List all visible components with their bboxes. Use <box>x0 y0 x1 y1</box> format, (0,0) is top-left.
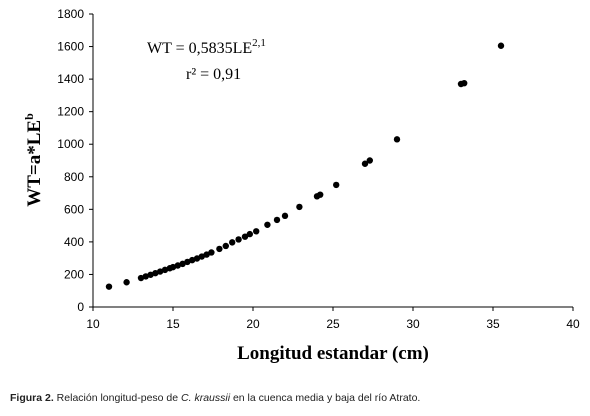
data-point <box>203 251 210 258</box>
y-tick-label: 600 <box>64 202 84 216</box>
y-tick-label: 1200 <box>57 105 84 119</box>
data-point <box>174 262 181 269</box>
caption-label: Figura 2. <box>10 392 54 404</box>
x-tick-label: 35 <box>486 317 500 331</box>
data-point <box>264 221 271 228</box>
data-point <box>169 263 177 271</box>
y-tick-label: 1000 <box>57 137 84 151</box>
data-point <box>235 236 242 243</box>
data-point <box>273 216 281 224</box>
caption-species: C. kraussii <box>181 392 231 404</box>
data-point <box>179 260 186 268</box>
y-tick-label: 0 <box>77 300 84 314</box>
data-point <box>497 42 505 49</box>
data-point <box>366 157 373 164</box>
scatter-chart: 0 200 400 600 800 1000 1200 1400 1600 1800 10 15 20… <box>22 7 580 364</box>
caption-text-before: Relación longitud-peso de <box>53 392 182 404</box>
equation-annotation: WT = 0,5835LE2,1 <box>147 37 266 57</box>
x-tick-label: 15 <box>166 317 180 331</box>
data-point <box>281 212 289 220</box>
y-tick-label: 1800 <box>57 7 84 21</box>
data-point <box>253 228 260 235</box>
data-point <box>246 230 253 238</box>
data-point <box>296 203 303 211</box>
y-tick-label: 1600 <box>57 40 84 54</box>
data-point <box>105 283 113 290</box>
data-point <box>189 256 196 264</box>
data-point <box>241 233 249 240</box>
x-axis-title: Longitud estandar (cm) <box>237 343 429 364</box>
data-point <box>393 136 401 143</box>
r-squared-annotation: r² = 0,91 <box>186 66 241 83</box>
data-point <box>461 79 468 87</box>
y-tick-label: 800 <box>64 170 84 184</box>
axes <box>92 14 573 308</box>
data-point <box>361 160 369 167</box>
y-tick-label: 400 <box>64 235 84 249</box>
data-point <box>208 249 215 256</box>
data-point <box>229 239 236 246</box>
x-tick-label: 25 <box>326 317 340 331</box>
data-point <box>137 274 145 282</box>
x-tick-label: 20 <box>246 317 260 331</box>
data-point <box>142 273 149 280</box>
y-ticks: 0 200 400 600 800 1000 1200 1400 1600 1800 <box>57 7 93 314</box>
data-point <box>216 245 223 253</box>
x-tick-label: 40 <box>566 317 580 331</box>
y-tick-label: 1400 <box>57 72 84 86</box>
y-axis-title: WT=a*LEb <box>22 113 45 207</box>
data-point <box>184 258 191 266</box>
data-point <box>152 269 159 277</box>
x-ticks: 10 15 20 25 30 35 40 <box>86 307 580 331</box>
data-point <box>317 191 324 198</box>
data-point <box>157 268 164 275</box>
data-point <box>193 255 201 262</box>
x-tick-label: 30 <box>406 317 420 331</box>
figure-caption: Figura 2. Relación longitud-peso de C. k… <box>10 392 585 404</box>
data-point <box>147 271 154 278</box>
data-point <box>161 266 169 274</box>
data-point <box>333 181 340 189</box>
caption-text-after: en la cuenca media y baja del río Atrato… <box>230 392 421 404</box>
data-point <box>222 242 229 250</box>
data-points <box>105 42 505 290</box>
x-tick-label: 10 <box>86 317 100 331</box>
y-tick-label: 200 <box>64 267 84 281</box>
data-point <box>198 253 205 260</box>
data-point <box>123 279 130 286</box>
